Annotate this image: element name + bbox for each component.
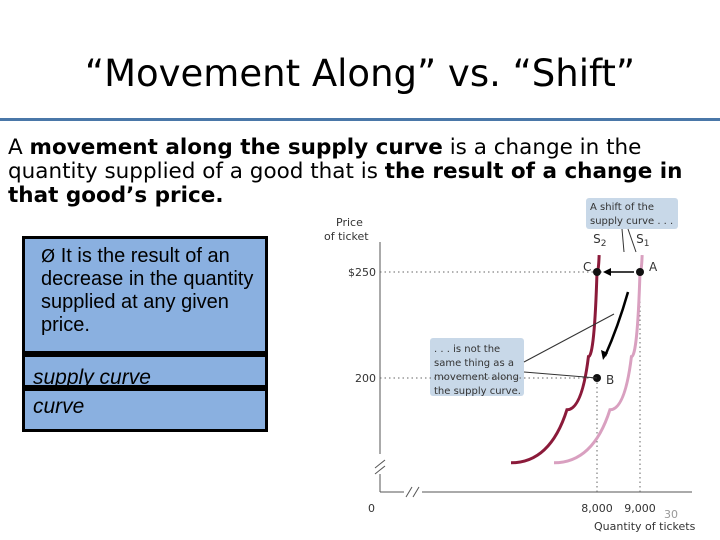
definition-plain-2: is a change in the quantity supplied of …	[8, 135, 642, 184]
shift-callout-leader-1	[621, 228, 625, 253]
point-label-b: B	[606, 373, 614, 387]
x-axis-label: Quantity of tickets	[594, 520, 696, 532]
point-c	[593, 268, 601, 276]
definition-bold-1: movement along the supply curve	[29, 135, 443, 160]
plot-area: 0 $250 200 8,000 9,000 Quantity of tickets S2 S…	[348, 228, 696, 532]
movement-arrow-head	[601, 350, 608, 360]
point-a	[636, 268, 644, 276]
note-box: Ø It is the result of an decrease in the…	[22, 236, 268, 354]
curve-label-s1: S1	[636, 232, 649, 249]
y-tick-label-0: $250	[348, 266, 376, 279]
movement-callout-line2: same thing as a	[434, 358, 514, 369]
y-axis-label-line1: Price	[336, 216, 363, 229]
point-label-a: A	[649, 260, 658, 274]
x-tick-label-1: 9,000	[624, 502, 656, 515]
shift-arrow-head	[603, 268, 611, 276]
y-axis-label-line2: of ticket	[324, 230, 369, 243]
label-box: supply curve curve	[22, 354, 268, 432]
movement-callout-line1: . . . is not the	[434, 344, 500, 355]
note-text: It is the result of an decrease in the q…	[41, 245, 254, 336]
x-axis-break-2	[412, 486, 420, 498]
slide-title: “Movement Along” vs. “Shift”	[84, 52, 636, 95]
shift-callout-leader-2	[627, 228, 637, 253]
label-line-1: supply curve	[33, 366, 151, 389]
shift-callout-line2: supply curve . . .	[590, 216, 673, 227]
movement-callout-leader-2	[523, 371, 598, 379]
curve-label-s2: S2	[593, 232, 606, 249]
title-divider	[0, 118, 720, 121]
definition-text: A movement along the supply curve is a c…	[8, 136, 698, 208]
x-tick-label-0: 8,000	[581, 502, 613, 515]
shift-callout-line1: A shift of the	[590, 202, 654, 213]
y-axis-break-1	[374, 459, 386, 469]
arrow-bullet-icon: Ø	[41, 246, 56, 267]
supply-curve-s1	[553, 254, 644, 465]
movement-callout-line3: movement along	[434, 372, 519, 383]
movement-callout-line4: the supply curve.	[434, 386, 521, 397]
y-tick-label-1: 200	[355, 372, 376, 385]
y-axis-break-2	[374, 465, 386, 475]
shift-callout-box	[586, 198, 678, 229]
supply-curve-s2	[510, 254, 601, 465]
movement-arrow-line	[603, 291, 630, 357]
label-line-2: curve	[33, 395, 85, 418]
definition-plain-1: A	[8, 135, 30, 160]
movement-callout-leader-1	[523, 313, 615, 363]
definition-bold-2: the result of a change in that good’s pr…	[8, 159, 683, 208]
page-number: 30	[664, 508, 678, 521]
label-box-divider	[22, 385, 268, 391]
origin-label: 0	[368, 502, 375, 515]
supply-curve-chart: Price of ticket A shift of the supply cu…	[324, 198, 696, 532]
x-axis-break-1	[405, 486, 413, 498]
movement-callout-box	[430, 338, 524, 396]
point-label-c: C	[583, 260, 591, 274]
